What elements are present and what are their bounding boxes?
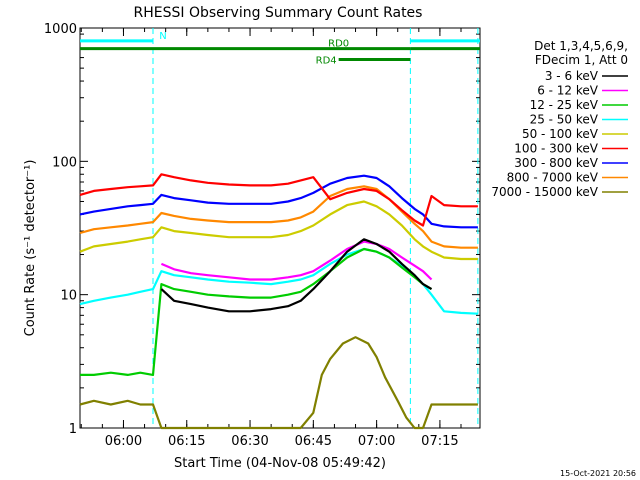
x-axis-label: Start Time (04-Nov-08 05:49:42) [174,456,386,471]
x-tick-label: 06:30 [231,434,268,449]
x-tick-label: 06:45 [295,434,332,449]
legend-label: 50 - 100 keV [522,127,599,141]
chart-title: RHESSI Observing Summary Count Rates [134,5,423,21]
legend-label: 6 - 12 keV [537,84,599,98]
mode-label-rd4: RD4 [316,56,337,67]
series-line-50-100-kev [79,200,478,261]
footer-timestamp: 15-Oct-2021 20:56 [560,469,636,478]
legend-header-line-1: Det 1,3,4,5,6,9, [534,39,628,53]
legend-label: 7000 - 15000 keV [491,185,598,199]
legend-header-line-2: FDecim 1, Att 0 [535,53,628,67]
mode-label-rd0: RD0 [328,39,349,50]
series-line-7000-15000-kev [79,336,478,430]
y-tick-label: 1000 [44,22,77,37]
x-tick-label: 07:15 [421,434,458,449]
legend-label: 800 - 7000 keV [507,171,599,185]
series-line-3-6-kev [160,238,433,313]
series-line-12-25-kev [80,247,433,376]
series-line-300-800-kev [79,174,478,229]
y-axis-label: Count Rate (s⁻¹ detector⁻¹) [23,160,38,337]
y-tick-label: 1 [69,422,77,437]
legend-label: 100 - 300 keV [514,142,598,156]
x-tick-label: 06:00 [105,434,142,449]
legend-label: 3 - 6 keV [545,69,599,83]
legend-label: 25 - 50 keV [530,113,599,127]
series-line-100-300-kev [79,173,478,227]
x-tick-label: 06:15 [168,434,205,449]
series-line-6-12-kev [160,240,433,281]
mode-label-n: N [159,31,166,42]
y-tick-label: 100 [52,155,77,170]
series-line-800-7000-kev [79,185,478,249]
x-tick-label: 07:00 [358,434,395,449]
y-tick-label: 10 [60,289,77,304]
legend-label: 300 - 800 keV [514,156,598,170]
legend-label: 12 - 25 keV [530,98,599,112]
